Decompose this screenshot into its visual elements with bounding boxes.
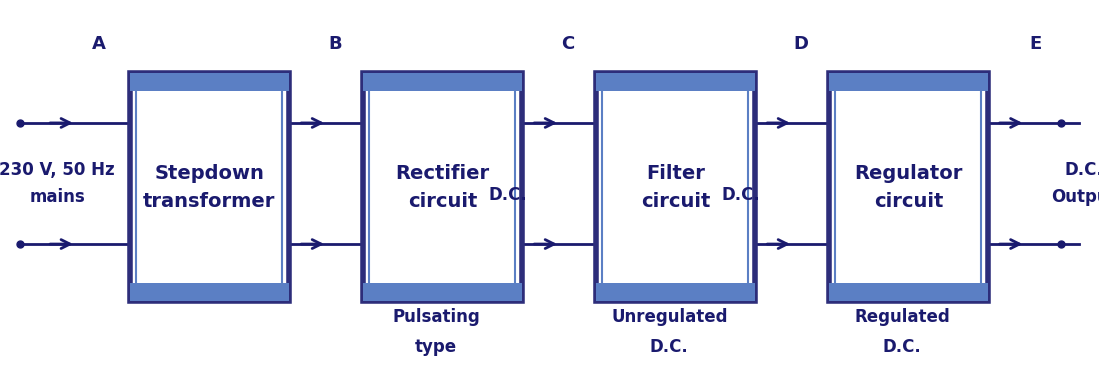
Text: D.C.: D.C.: [650, 338, 689, 356]
Bar: [835, 76, 981, 299]
Text: E: E: [1029, 35, 1042, 53]
Bar: [596, 73, 755, 91]
Text: Regulator
circuit: Regulator circuit: [854, 164, 963, 211]
Text: Pulsating: Pulsating: [392, 308, 480, 327]
Bar: [829, 73, 988, 91]
Bar: [363, 73, 522, 301]
Text: D.C.: D.C.: [882, 338, 922, 356]
Text: C: C: [562, 35, 575, 53]
Text: Unregulated: Unregulated: [611, 308, 728, 327]
Text: 230 V, 50 Hz
mains: 230 V, 50 Hz mains: [0, 161, 115, 206]
Bar: [369, 76, 515, 299]
Text: Filter
circuit: Filter circuit: [641, 164, 710, 211]
Bar: [130, 73, 289, 301]
Text: D.C.: D.C.: [721, 185, 761, 204]
Bar: [130, 283, 289, 301]
Bar: [130, 73, 289, 91]
Text: type: type: [415, 338, 457, 356]
Text: D.C.: D.C.: [488, 185, 528, 204]
Bar: [829, 73, 988, 301]
Bar: [363, 283, 522, 301]
Text: B: B: [329, 35, 342, 53]
Text: Regulated: Regulated: [854, 308, 951, 327]
Bar: [596, 283, 755, 301]
Text: D: D: [793, 35, 809, 53]
Bar: [602, 76, 748, 299]
Bar: [596, 73, 755, 301]
Bar: [363, 73, 522, 91]
Text: Rectifier
circuit: Rectifier circuit: [396, 164, 489, 211]
Text: D.C.
Output: D.C. Output: [1051, 161, 1099, 206]
Bar: [136, 76, 282, 299]
Text: A: A: [92, 35, 106, 53]
Text: Stepdown
transformer: Stepdown transformer: [143, 164, 276, 211]
Bar: [829, 283, 988, 301]
